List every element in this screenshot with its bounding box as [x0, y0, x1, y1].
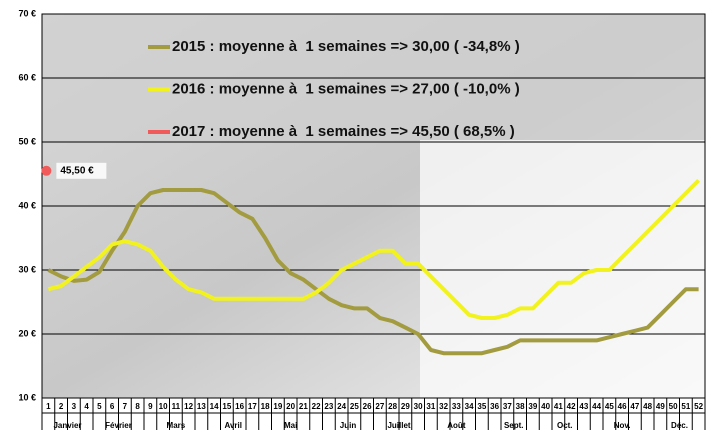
x-tick-label: 43: [579, 402, 588, 411]
y-tick-label: 40 €: [18, 200, 36, 210]
x-tick-label: 8: [135, 402, 140, 411]
x-tick-label: 25: [350, 402, 359, 411]
y-tick-label: 70 €: [18, 8, 36, 18]
data-point: [41, 165, 52, 176]
data-label: 45,50 €: [60, 165, 94, 176]
month-label: Mai: [284, 421, 297, 430]
x-tick-label: 26: [363, 402, 372, 411]
x-tick-label: 20: [286, 402, 295, 411]
x-tick-label: 39: [528, 402, 537, 411]
x-tick-label: 37: [503, 402, 512, 411]
month-label: Janvier: [53, 421, 81, 430]
x-tick-label: 17: [248, 402, 257, 411]
x-tick-label: 41: [554, 402, 563, 411]
x-tick-label: 14: [210, 402, 219, 411]
y-tick-label: 10 €: [18, 392, 36, 402]
month-label: Sept.: [504, 421, 524, 430]
x-tick-label: 38: [516, 402, 525, 411]
x-tick-label: 15: [222, 402, 231, 411]
x-tick-label: 19: [273, 402, 282, 411]
x-tick-label: 9: [148, 402, 153, 411]
legend-label: 2016 : moyenne à 1 semaines => 27,00 ( -…: [172, 80, 520, 97]
x-tick-label: 2: [59, 402, 64, 411]
x-tick-label: 6: [110, 402, 115, 411]
x-tick-label: 23: [324, 402, 333, 411]
x-tick-label: 52: [694, 402, 703, 411]
month-label: Juillet: [387, 421, 410, 430]
x-tick-label: 49: [656, 402, 665, 411]
x-tick-label: 4: [84, 402, 89, 411]
series-line: [47, 178, 701, 320]
x-tick-label: 13: [197, 402, 206, 411]
month-label: Février: [105, 421, 132, 430]
x-tick-label: 44: [592, 402, 601, 411]
month-label: Avril: [225, 421, 243, 430]
x-tick-label: 21: [299, 402, 308, 411]
x-tick-label: 5: [97, 402, 102, 411]
y-tick-label: 20 €: [18, 328, 36, 338]
x-tick-label: 1: [46, 402, 51, 411]
x-tick-label: 27: [375, 402, 384, 411]
x-tick-label: 50: [669, 402, 678, 411]
x-tick-label: 30: [414, 402, 423, 411]
x-tick-label: 51: [681, 402, 690, 411]
background-band: [420, 140, 705, 398]
x-tick-label: 32: [439, 402, 448, 411]
x-tick-label: 22: [312, 402, 321, 411]
legend-label: 2017 : moyenne à 1 semaines => 45,50 ( 6…: [172, 123, 515, 140]
x-tick-label: 34: [465, 402, 474, 411]
x-tick-label: 16: [235, 402, 244, 411]
y-tick-label: 60 €: [18, 72, 36, 82]
x-tick-label: 31: [426, 402, 435, 411]
month-label: Mars: [167, 421, 186, 430]
label-box: [56, 162, 107, 179]
month-label: Août: [447, 421, 466, 430]
x-tick-label: 29: [401, 402, 410, 411]
x-tick-label: 3: [72, 402, 77, 411]
x-tick-label: 45: [605, 402, 614, 411]
x-tick-label: 28: [388, 402, 397, 411]
x-tick-label: 35: [477, 402, 486, 411]
x-tick-label: 18: [261, 402, 270, 411]
month-label: Déc.: [671, 421, 688, 430]
x-tick-label: 11: [172, 402, 181, 411]
x-tick-label: 12: [184, 402, 193, 411]
month-label: Oct.: [557, 421, 573, 430]
x-tick-label: 48: [643, 402, 652, 411]
x-tick-label: 42: [567, 402, 576, 411]
x-tick-label: 24: [337, 402, 346, 411]
y-tick-label: 30 €: [18, 264, 36, 274]
month-label: Nov.: [614, 421, 631, 430]
x-tick-label: 40: [541, 402, 550, 411]
series-line: [47, 188, 699, 356]
x-tick-label: 47: [630, 402, 639, 411]
x-tick-label: 46: [618, 402, 627, 411]
legend-label: 2015 : moyenne à 1 semaines => 30,00 ( -…: [172, 38, 520, 55]
y-tick-label: 50 €: [18, 136, 36, 146]
x-tick-label: 7: [123, 402, 128, 411]
x-tick-label: 33: [452, 402, 461, 411]
x-tick-label: 36: [490, 402, 499, 411]
month-label: Juin: [340, 421, 357, 430]
x-tick-label: 10: [159, 402, 168, 411]
